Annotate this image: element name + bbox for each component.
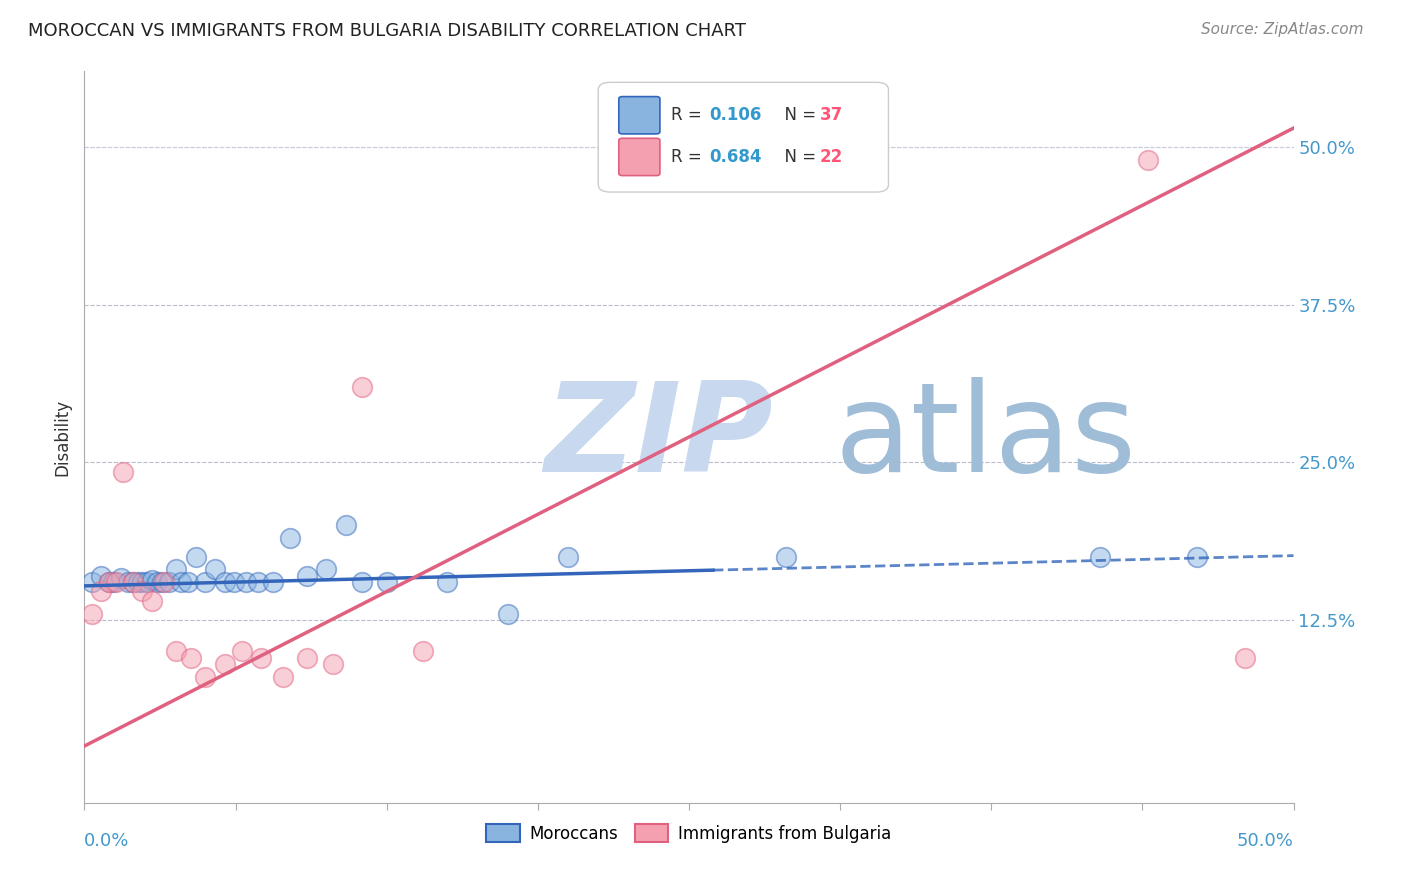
Point — [104, 575, 127, 590]
Text: 50.0%: 50.0% — [1237, 832, 1294, 850]
Text: 37: 37 — [820, 106, 842, 124]
Point — [121, 575, 143, 590]
Point — [184, 549, 207, 564]
Point — [412, 644, 434, 658]
Point — [322, 657, 344, 671]
Point — [136, 575, 159, 590]
Point — [194, 575, 217, 590]
Text: N =: N = — [773, 148, 821, 166]
Point — [250, 650, 273, 665]
Point — [97, 575, 120, 590]
Point — [194, 670, 217, 684]
Point — [112, 466, 135, 480]
Point — [170, 575, 193, 590]
Text: 0.106: 0.106 — [710, 106, 762, 124]
Point — [557, 549, 579, 564]
Point — [103, 575, 125, 590]
Point — [141, 573, 163, 587]
Point — [775, 549, 797, 564]
Text: N =: N = — [773, 106, 821, 124]
Point — [97, 575, 120, 590]
Point — [436, 575, 458, 590]
Point — [141, 594, 163, 608]
Point — [315, 562, 337, 576]
Point — [204, 562, 226, 576]
Point — [496, 607, 519, 621]
Point — [150, 575, 173, 590]
Point — [224, 575, 246, 590]
Point — [131, 575, 153, 590]
Point — [271, 670, 294, 684]
FancyBboxPatch shape — [619, 96, 659, 134]
Text: ZIP: ZIP — [544, 376, 772, 498]
Point — [1234, 650, 1257, 665]
Point — [235, 575, 257, 590]
Point — [177, 575, 200, 590]
Text: Source: ZipAtlas.com: Source: ZipAtlas.com — [1201, 22, 1364, 37]
Point — [262, 575, 284, 590]
Point — [1137, 153, 1160, 167]
Legend: Moroccans, Immigrants from Bulgaria: Moroccans, Immigrants from Bulgaria — [479, 818, 898, 849]
Point — [352, 379, 374, 393]
Text: 22: 22 — [820, 148, 842, 166]
Point — [90, 583, 112, 598]
Point — [247, 575, 270, 590]
Point — [231, 644, 253, 658]
Text: R =: R = — [671, 106, 707, 124]
FancyBboxPatch shape — [599, 82, 889, 192]
Point — [80, 607, 103, 621]
Text: atlas: atlas — [834, 376, 1136, 498]
Point — [153, 575, 176, 590]
Point — [110, 571, 132, 585]
Point — [180, 650, 202, 665]
Text: R =: R = — [671, 148, 707, 166]
Point — [80, 575, 103, 590]
Point — [375, 575, 398, 590]
Point — [295, 650, 318, 665]
Point — [1088, 549, 1111, 564]
Point — [90, 569, 112, 583]
Text: MOROCCAN VS IMMIGRANTS FROM BULGARIA DISABILITY CORRELATION CHART: MOROCCAN VS IMMIGRANTS FROM BULGARIA DIS… — [28, 22, 747, 40]
Point — [214, 575, 236, 590]
Text: 0.684: 0.684 — [710, 148, 762, 166]
Point — [352, 575, 374, 590]
Point — [146, 575, 169, 590]
Point — [157, 575, 180, 590]
FancyBboxPatch shape — [619, 138, 659, 176]
Point — [1185, 549, 1208, 564]
Point — [127, 575, 149, 590]
Point — [121, 575, 143, 590]
Point — [214, 657, 236, 671]
Point — [165, 644, 187, 658]
Text: 0.0%: 0.0% — [84, 832, 129, 850]
Point — [165, 562, 187, 576]
Point — [295, 569, 318, 583]
Point — [117, 575, 139, 590]
Point — [335, 518, 357, 533]
Point — [278, 531, 301, 545]
Point — [131, 583, 153, 598]
Y-axis label: Disability: Disability — [53, 399, 72, 475]
